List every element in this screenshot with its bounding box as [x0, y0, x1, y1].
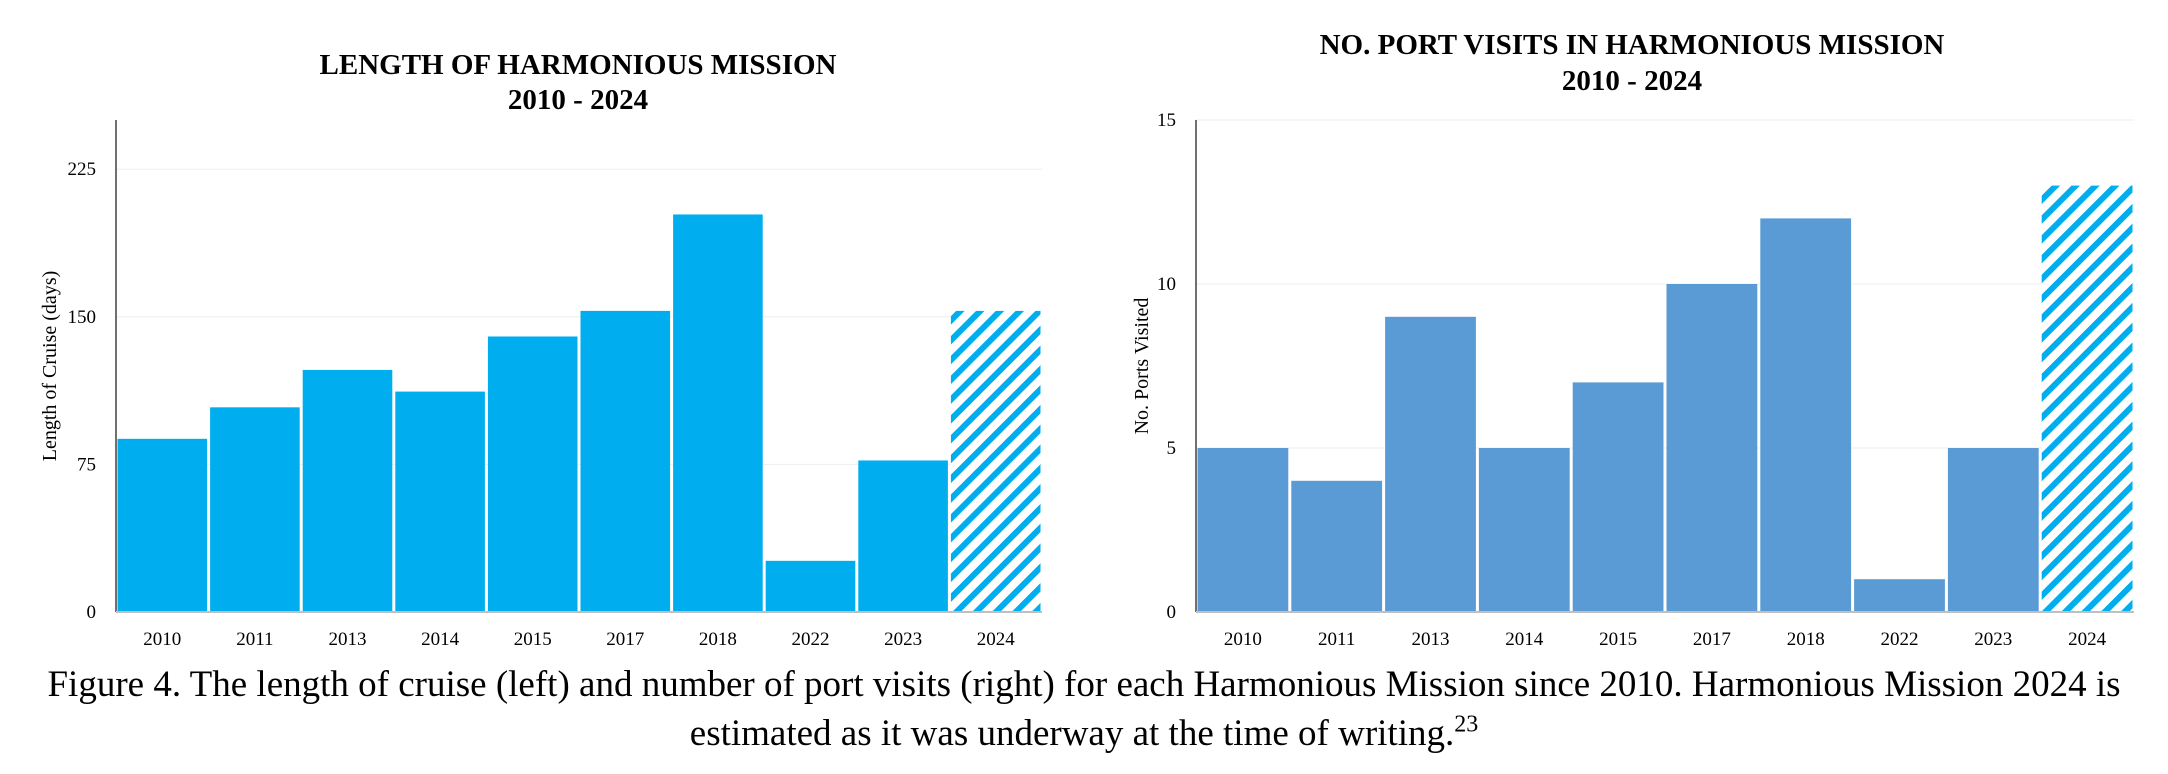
right-chart-xtick-label: 2011: [1318, 629, 1355, 650]
right-chart-xtick-label: 2015: [1599, 629, 1637, 650]
right-chart-ytick-label: 5: [1167, 438, 1177, 459]
left-chart-bar-2010: [117, 438, 208, 612]
left-chart-xtick-label: 2024: [977, 629, 1016, 650]
right-chart-bar-2017: [1666, 284, 1758, 612]
left-chart-ylabel: Length of Cruise (days): [39, 271, 61, 462]
right-chart-bar-2024: [2041, 185, 2133, 612]
left-chart-bar-2015: [487, 336, 578, 612]
left-chart-xtick-label: 2022: [792, 629, 830, 650]
right-chart-ytick-label: 10: [1157, 274, 1176, 295]
right-chart-bar-2011: [1291, 480, 1383, 612]
left-chart-xtick-label: 2023: [884, 629, 922, 650]
left-chart-bar-2022: [765, 560, 856, 612]
left-chart-xtick-label: 2018: [699, 629, 737, 650]
right-chart-bar-2010: [1197, 448, 1289, 612]
figure-caption: Figure 4. The length of cruise (left) an…: [0, 660, 2168, 758]
left-chart-bar-2017: [580, 310, 671, 612]
right-chart-ytick-label: 15: [1157, 110, 1176, 131]
left-chart-xtick-label: 2010: [143, 629, 181, 650]
right-chart-bar-2015: [1572, 382, 1664, 612]
left-chart-xtick-label: 2013: [329, 629, 367, 650]
left-chart-bar-2014: [395, 391, 485, 612]
right-chart-xtick-label: 2013: [1412, 629, 1450, 650]
right-chart-ytick-label: 0: [1167, 602, 1177, 623]
right-chart-xtick-label: 2022: [1881, 629, 1919, 650]
right-chart-bar-2022: [1854, 579, 1945, 612]
right-chart-bar-2018: [1760, 218, 1852, 612]
left-chart-bar-2024: [950, 310, 1041, 612]
right-chart-subtitle: 2010 - 2024: [1562, 65, 1702, 97]
right-chart-xtick-label: 2023: [1974, 629, 2012, 650]
right-chart-xtick-label: 2018: [1787, 629, 1825, 650]
right-chart-xtick-label: 2017: [1693, 629, 1731, 650]
left-chart-title: LENGTH OF HARMONIOUS MISSION: [320, 49, 837, 81]
caption-text: Figure 4. The length of cruise (left) an…: [47, 664, 2121, 754]
right-chart-bar-2014: [1478, 448, 1570, 612]
left-chart-ytick-label: 150: [68, 307, 97, 328]
left-chart-xtick-label: 2017: [606, 629, 644, 650]
caption-footnote: 23: [1454, 711, 1479, 738]
right-chart-title: NO. PORT VISITS IN HARMONIOUS MISSION: [1320, 29, 1945, 61]
left-chart-ytick-label: 0: [87, 602, 97, 623]
right-chart-xtick-label: 2014: [1505, 629, 1544, 650]
right-chart-xtick-label: 2010: [1224, 629, 1262, 650]
left-chart-xtick-label: 2014: [421, 629, 460, 650]
right-chart-bar-2013: [1385, 316, 1476, 612]
left-chart-xtick-label: 2015: [514, 629, 552, 650]
left-chart-bar-2013: [302, 369, 393, 612]
right-chart-xtick-label: 2024: [2068, 629, 2107, 650]
right-chart-bar-2023: [1947, 448, 2039, 612]
left-chart-xtick-label: 2011: [236, 629, 273, 650]
left-chart-ytick-label: 225: [68, 159, 97, 180]
left-chart-bar-2023: [858, 460, 948, 612]
right-chart-ylabel: No. Ports Visited: [1131, 298, 1153, 435]
left-chart-ytick-label: 75: [77, 454, 96, 475]
left-chart-bar-2011: [210, 407, 300, 612]
left-chart-subtitle: 2010 - 2024: [508, 84, 648, 116]
left-chart-bar-2018: [673, 214, 763, 613]
